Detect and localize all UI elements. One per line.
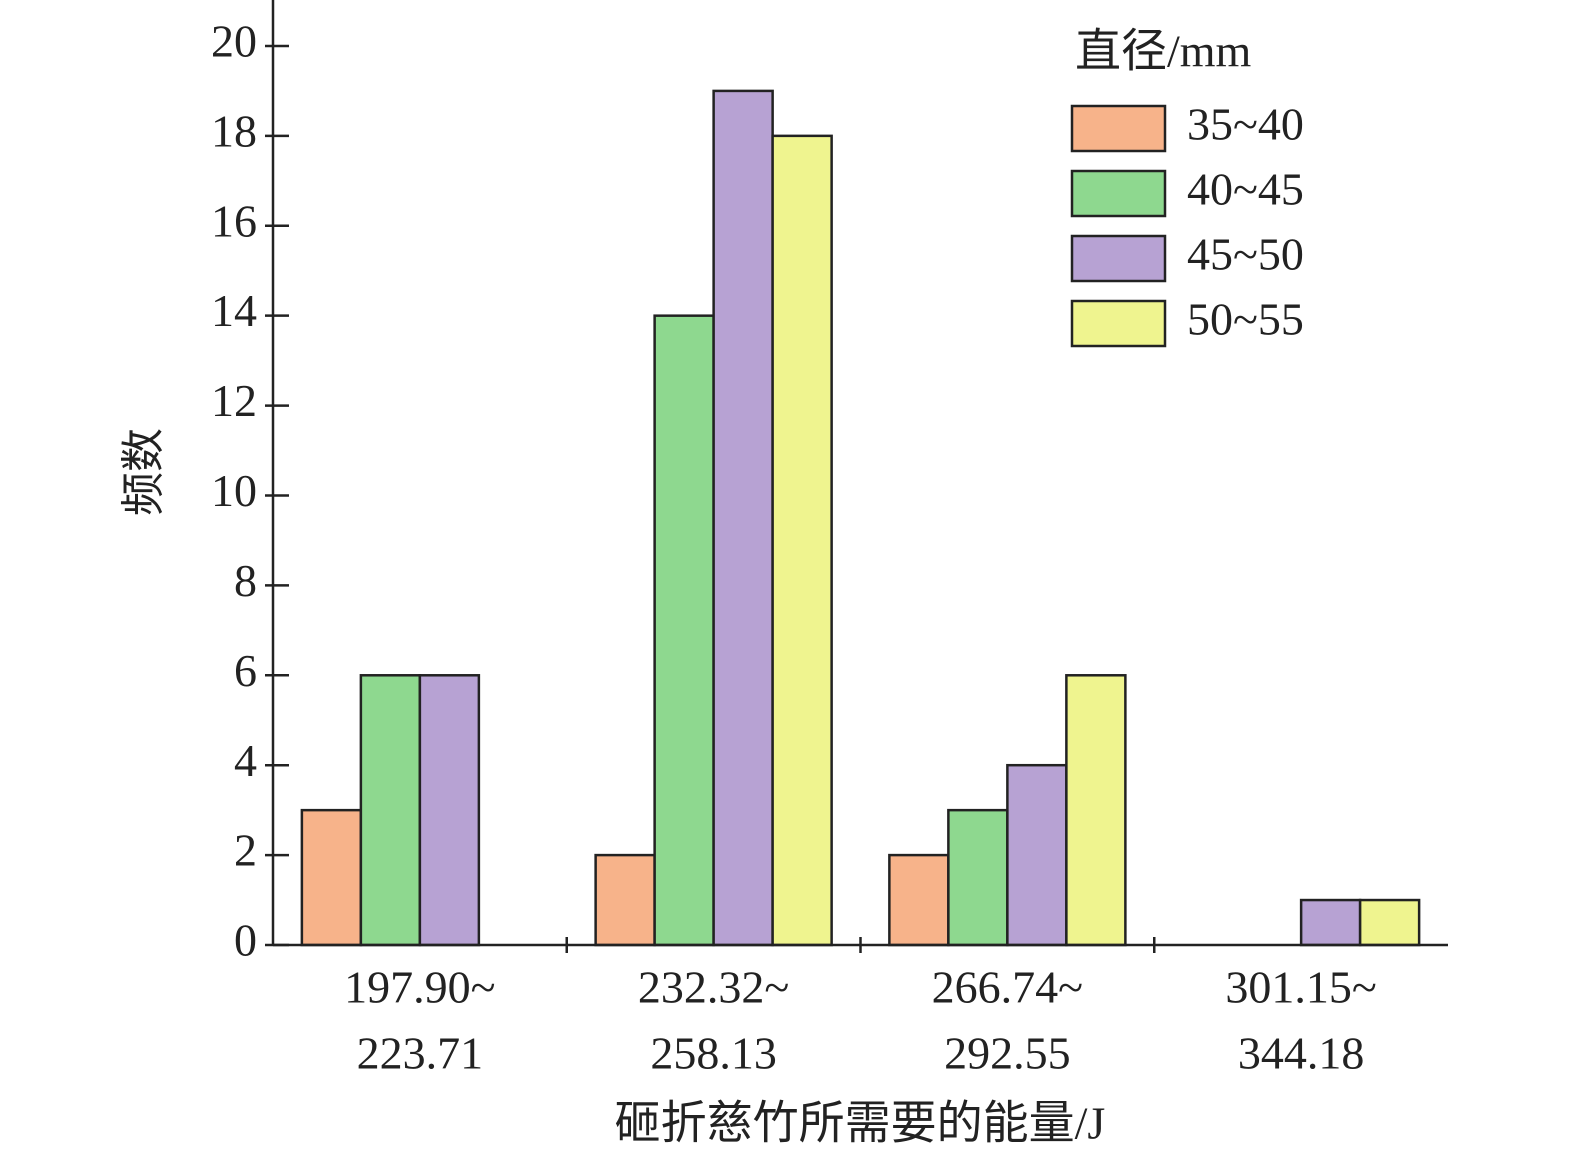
y-tick-label: 12 — [211, 375, 257, 426]
y-tick-label: 18 — [211, 105, 257, 156]
bar — [947, 808, 1009, 947]
legend-label: 35~40 — [1187, 99, 1304, 150]
bar — [1065, 674, 1127, 947]
legend-title: 直径/mm — [1075, 26, 1252, 77]
legend-swatch — [1070, 299, 1167, 348]
bar — [771, 134, 833, 947]
x-tick-label: 197.90~ — [344, 962, 495, 1013]
x-tick-label: 266.74~ — [932, 962, 1083, 1013]
x-tick-label: 258.13 — [650, 1028, 777, 1079]
bar — [1358, 898, 1421, 947]
x-axis-label: 砸折慈竹所需要的能量/J — [615, 1098, 1106, 1149]
x-tick-label: 292.55 — [944, 1028, 1071, 1079]
y-tick-label: 8 — [234, 555, 257, 606]
y-tick-label: 6 — [234, 645, 257, 696]
bar — [418, 674, 481, 947]
y-tick-label: 2 — [234, 825, 257, 876]
y-tick-label: 0 — [234, 915, 257, 966]
bar — [712, 89, 774, 947]
x-tick-label: 301.15~ — [1225, 962, 1376, 1013]
legend-swatch — [1070, 104, 1167, 153]
legend-label: 50~55 — [1187, 294, 1304, 345]
legend-swatch — [1070, 234, 1167, 283]
bar — [300, 808, 363, 947]
y-tick-label: 4 — [234, 735, 257, 786]
legend-swatch — [1070, 169, 1167, 218]
x-tick-label: 223.71 — [357, 1028, 484, 1079]
y-tick-label: 10 — [211, 465, 257, 516]
x-tick-label: 232.32~ — [638, 962, 789, 1013]
bar — [359, 674, 422, 947]
bar — [1006, 763, 1068, 947]
x-tick-label: 344.18 — [1238, 1028, 1365, 1079]
bar — [594, 853, 656, 947]
y-tick-label: 16 — [211, 195, 257, 246]
legend-label: 40~45 — [1187, 164, 1304, 215]
y-axis-label: 频数 — [119, 428, 168, 516]
y-tick-label: 20 — [211, 16, 257, 67]
legend-label: 45~50 — [1187, 229, 1304, 280]
bar — [1299, 898, 1362, 947]
bar — [888, 853, 950, 947]
bar — [653, 314, 715, 947]
y-tick-label: 14 — [211, 285, 257, 336]
